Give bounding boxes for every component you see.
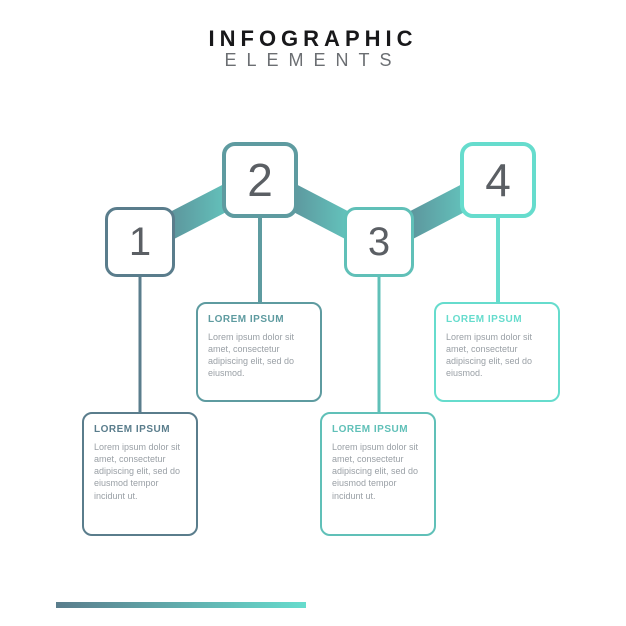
step-card-3: LOREM IPSUM Lorem ipsum dolor sit amet, c… (320, 412, 436, 536)
footer-accent-bar (56, 602, 306, 608)
step-number-box-3: 3 (344, 207, 414, 277)
card-body: Lorem ipsum dolor sit amet, consectetur … (332, 441, 424, 502)
card-body: Lorem ipsum dolor sit amet, consectetur … (208, 331, 310, 380)
step-number: 2 (247, 153, 273, 207)
step-card-2: LOREM IPSUM Lorem ipsum dolor sit amet, c… (196, 302, 322, 402)
card-title: LOREM IPSUM (208, 314, 310, 325)
card-title: LOREM IPSUM (94, 424, 186, 435)
card-body: Lorem ipsum dolor sit amet, consectetur … (446, 331, 548, 380)
step-number: 3 (368, 220, 390, 265)
infographic-canvas: INFOGRAPHIC ELEMENTS 1 LOREM IPSUM Lorem i… (0, 0, 626, 626)
card-body: Lorem ipsum dolor sit amet, consectetur … (94, 441, 186, 502)
card-title: LOREM IPSUM (446, 314, 548, 325)
step-number-box-2: 2 (222, 142, 298, 218)
step-card-4: LOREM IPSUM Lorem ipsum dolor sit amet, c… (434, 302, 560, 402)
step-number-box-1: 1 (105, 207, 175, 277)
step-number: 4 (485, 153, 511, 207)
title-main: INFOGRAPHIC (0, 26, 626, 52)
step-number: 1 (129, 220, 151, 265)
step-card-1: LOREM IPSUM Lorem ipsum dolor sit amet, c… (82, 412, 198, 536)
title-sub: ELEMENTS (0, 50, 626, 71)
card-title: LOREM IPSUM (332, 424, 424, 435)
title-block: INFOGRAPHIC ELEMENTS (0, 26, 626, 71)
step-number-box-4: 4 (460, 142, 536, 218)
